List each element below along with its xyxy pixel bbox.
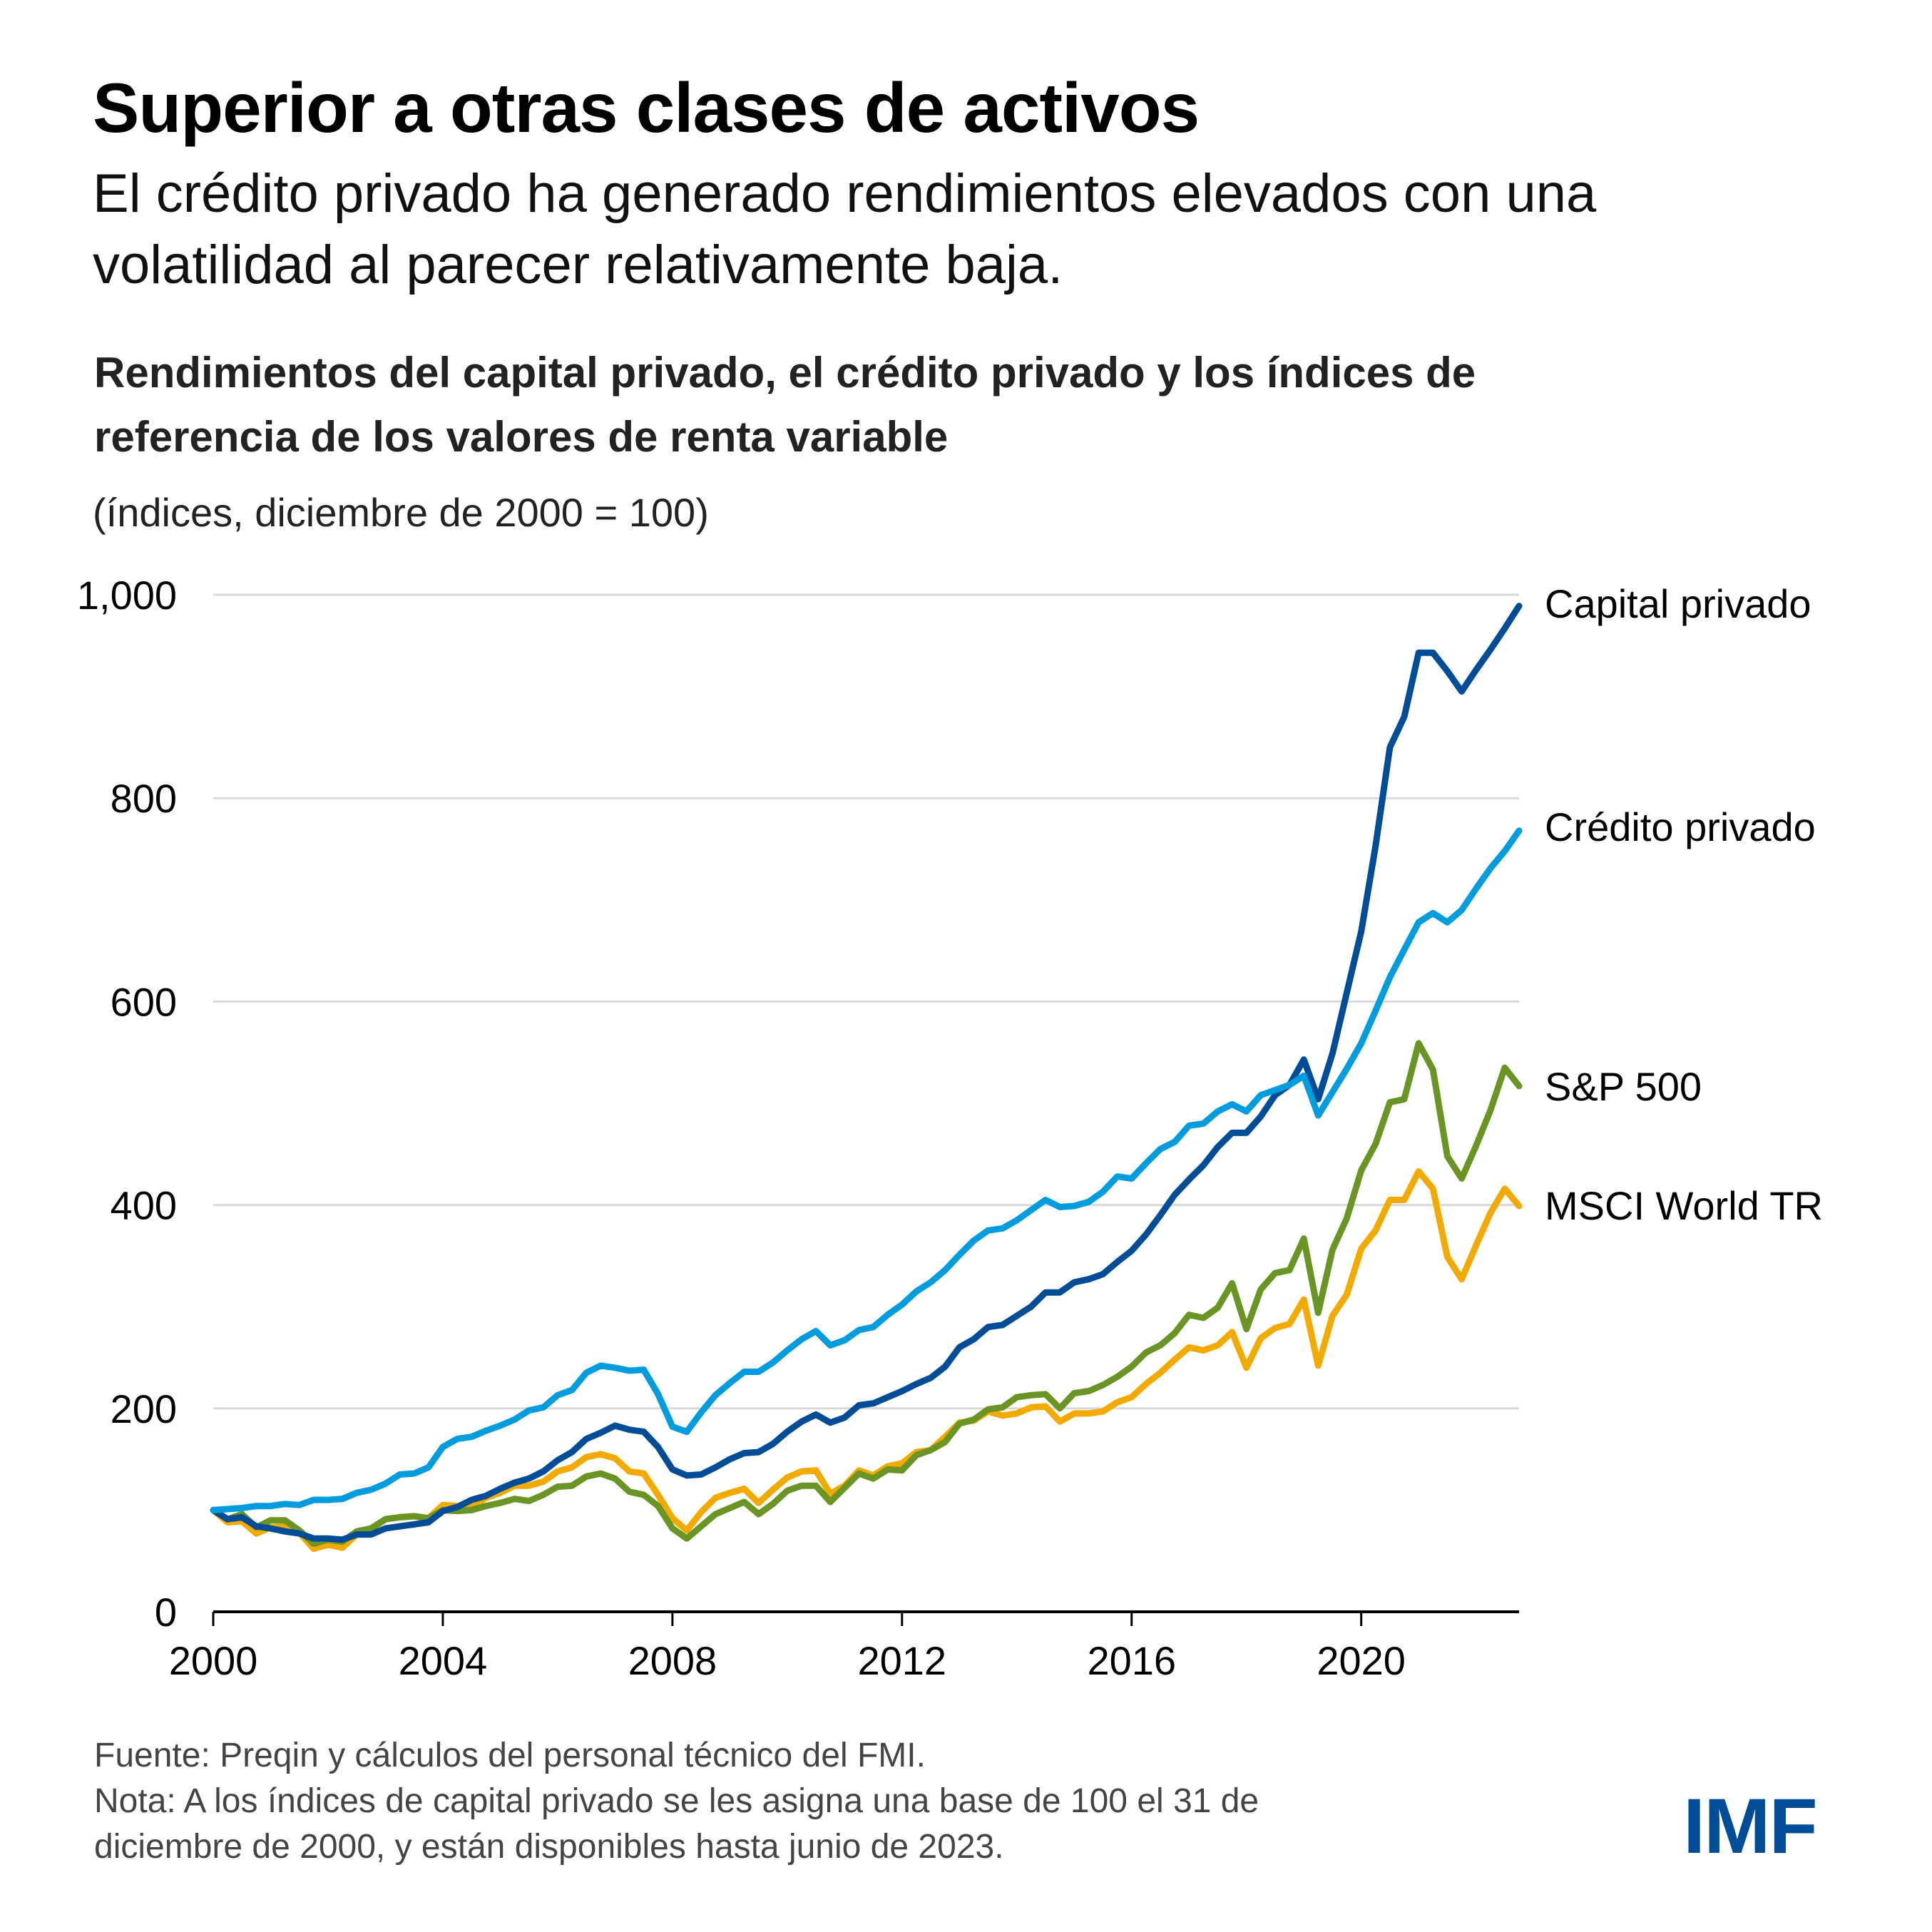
series-line-msci-world-tr bbox=[210, 1168, 1523, 1553]
chart-units: (índices, diciembre de 2000 = 100) bbox=[93, 490, 709, 535]
gridlines bbox=[213, 593, 1519, 1410]
series-line-capital-privado bbox=[210, 603, 1523, 1543]
x-tick-label: 2008 bbox=[628, 1638, 717, 1683]
y-tick-label: 800 bbox=[111, 776, 177, 821]
chart-title-line-1: Rendimientos del capital privado, el cré… bbox=[94, 349, 1476, 397]
imf-logo: IMF bbox=[1683, 1782, 1818, 1870]
page-title: Superior a otras clases de activos bbox=[93, 68, 1200, 147]
y-tick-label: 200 bbox=[111, 1386, 177, 1431]
x-axis: 2000 2004 2008 2012 2016 2020 bbox=[169, 1610, 1519, 1683]
series-label: MSCI World TR bbox=[1545, 1183, 1823, 1228]
y-axis-labels: 0 200 400 600 800 1,000 bbox=[77, 573, 177, 1635]
y-tick-label: 0 bbox=[155, 1590, 177, 1635]
series-label: Capital privado bbox=[1545, 581, 1811, 626]
x-tick-label: 2004 bbox=[399, 1638, 488, 1683]
series-line-s-p-500 bbox=[210, 1040, 1523, 1547]
x-tick-label: 2000 bbox=[169, 1638, 258, 1683]
x-tick-label: 2016 bbox=[1087, 1638, 1176, 1683]
subtitle-line-1: El crédito privado ha generado rendimien… bbox=[93, 163, 1597, 224]
source-note: Fuente: Preqin y cálculos del personal t… bbox=[94, 1737, 926, 1774]
y-tick-label: 1,000 bbox=[77, 573, 177, 618]
series-label: S&P 500 bbox=[1545, 1064, 1702, 1109]
y-tick-label: 600 bbox=[111, 979, 177, 1024]
y-tick-label: 400 bbox=[111, 1183, 177, 1228]
x-tick-label: 2012 bbox=[858, 1638, 947, 1683]
note-line-2: diciembre de 2000, y están disponibles h… bbox=[94, 1828, 1004, 1866]
subtitle-line-2: volatilidad al parecer relativamente baj… bbox=[93, 235, 1063, 295]
series-label: Crédito privado bbox=[1545, 804, 1816, 849]
series-lines bbox=[210, 603, 1523, 1553]
series-labels: Capital privado Crédito privado S&P 500 MSC… bbox=[1545, 581, 1823, 1228]
series-line-cr-dito-privado bbox=[210, 827, 1523, 1513]
chart-title-line-2: referencia de los valores de renta varia… bbox=[94, 413, 949, 461]
note-line-1: Nota: A los índices de capital privado s… bbox=[94, 1782, 1259, 1820]
x-tick-label: 2020 bbox=[1317, 1638, 1406, 1683]
